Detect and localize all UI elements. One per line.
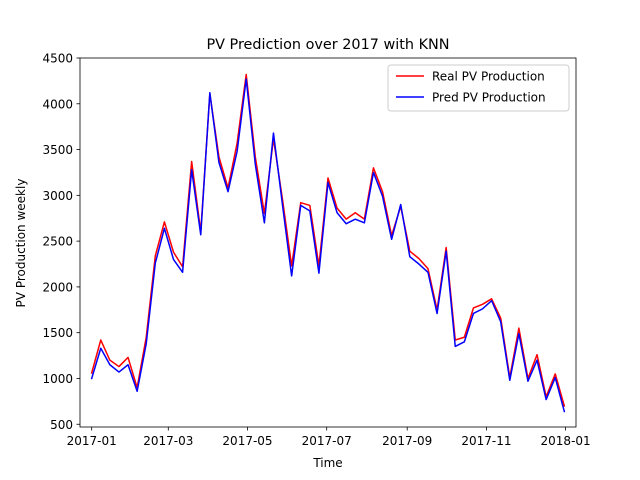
x-tick-label: 2017-05 bbox=[222, 434, 272, 448]
x-tick-label: 2017-01 bbox=[67, 434, 117, 448]
y-tick-label: 4000 bbox=[42, 97, 73, 111]
y-tick-label: 3000 bbox=[42, 189, 73, 203]
legend-label-real: Real PV Production bbox=[432, 70, 545, 84]
y-tick-label: 4500 bbox=[42, 52, 73, 66]
y-tick-label: 3500 bbox=[42, 143, 73, 157]
y-tick-label: 1500 bbox=[42, 326, 73, 340]
x-tick-label: 2017-11 bbox=[461, 434, 511, 448]
y-tick-label: 500 bbox=[50, 418, 73, 432]
plot-area bbox=[90, 73, 566, 413]
x-tick-label: 2017-07 bbox=[302, 434, 352, 448]
series-line-0 bbox=[90, 73, 566, 407]
y-tick-label: 2000 bbox=[42, 280, 73, 294]
legend-label-pred: Pred PV Production bbox=[432, 91, 546, 105]
series-line-1 bbox=[90, 78, 566, 413]
x-axis-label: Time bbox=[312, 456, 342, 470]
y-axis-label: PV Production weekly bbox=[14, 179, 28, 308]
legend-box bbox=[387, 64, 570, 112]
x-tick-label: 2018-01 bbox=[541, 434, 591, 448]
y-tick-label: 1000 bbox=[42, 372, 73, 386]
legend: Real PV Production Pred PV Production bbox=[387, 64, 570, 112]
x-tick-label: 2017-03 bbox=[143, 434, 193, 448]
y-tick-label: 2500 bbox=[42, 235, 73, 249]
chart-title: PV Prediction over 2017 with KNN bbox=[206, 37, 449, 53]
axes-frame bbox=[79, 57, 577, 428]
x-tick-label: 2017-09 bbox=[382, 434, 432, 448]
axes: 2017-01 2017-03 2017-05 2017-07 2017-09 2017-… bbox=[42, 52, 590, 449]
